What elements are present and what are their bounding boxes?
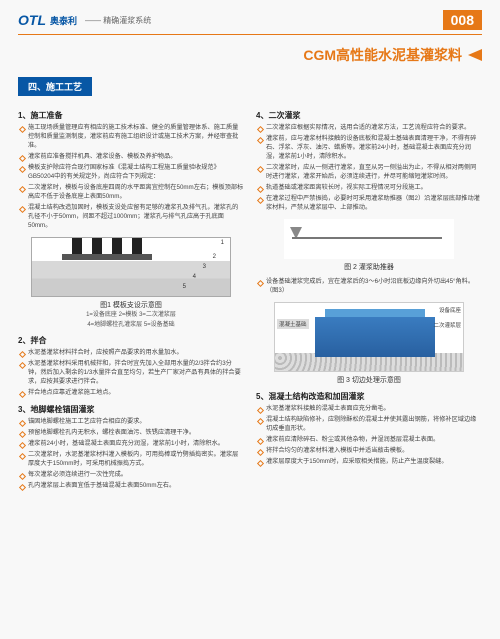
heading-4: 4、二次灌浆 [256,110,482,121]
figure-3: 混凝土基础 设备底座 二次灌浆层 图 3 切边处理示意图 [256,302,482,385]
figure-2-diagram [284,219,454,259]
figure-1-legend-1: 1=设备底座 2=模板 3=二次灌浆层 [18,312,244,320]
figure-3-diagram: 混凝土基础 设备底座 二次灌浆层 [274,302,464,372]
section-label: 四、施工工艺 [18,77,92,96]
heading-2: 2、拌合 [18,335,244,346]
figure-3-caption: 图 3 切边处理示意图 [256,375,482,385]
header-divider [18,34,482,35]
figure-3-label-top: 设备底座 [439,306,461,314]
title-arrow-icon [468,49,482,61]
list-item: 锚固地脚螺栓施工工艺应符合相应的要求。 [18,418,244,427]
heading-5: 5、混凝土结构改造和加固灌浆 [256,391,482,402]
list-1: 施工现场质量管理应有相应的施工技术标准、健全的质量管理体系、施工质量控制和质量监… [18,124,244,231]
list-item: 灌浆前应准备搅拌机具、灌浆设备、模板及养护物品。 [18,153,244,162]
page-number: 008 [443,10,482,30]
figure-3-label-left: 混凝土基础 [277,319,309,329]
list-item: 孔内灌浆层上表面宜低于基础混凝土表面50mm左右。 [18,482,244,491]
figure-2-caption: 图 2 灌浆助推器 [256,262,482,272]
page-header: OTL 奥泰利 —— 精确灌浆系统 008 [0,0,500,34]
list-item: 设备基础灌浆完成后，宜在灌浆后的3～6小时沿底板边缘向外切出45°角料。（图3） [256,278,482,296]
content: 1、施工准备 施工现场质量管理应有相应的施工技术标准、健全的质量管理体系、施工质… [0,104,500,493]
list-item: 在灌浆过程中严禁振捣，必要时可采用灌浆助推器（图2）沿灌浆层底部推动灌浆材料，严… [256,195,482,213]
list-item: 灌浆前24小时，基础混凝土表面应充分润湿，灌浆前1小时，清除积水。 [18,440,244,449]
list-3: 锚固地脚螺栓施工工艺应符合相应的要求。 预留地脚螺栓孔内无积水，螺栓表面油污、铁… [18,418,244,491]
list-item: 混凝土结构改造加固时，模板支设处应留有足够的灌浆孔及排气孔，灌浆孔的孔径不小于5… [18,204,244,231]
logo-text: 奥泰利 [50,14,77,27]
figure-1-caption: 图1 模板支设示意图 [18,300,244,310]
list-item: 二次灌浆应根据实际情况，选用合适的灌浆方法，工艺流程应符合的要求。 [256,124,482,133]
right-column: 4、二次灌浆 二次灌浆应根据实际情况，选用合适的灌浆方法，工艺流程应符合的要求。… [256,104,482,493]
figure-3-label-right: 二次灌浆层 [433,321,461,329]
list-5: 水泥基灌浆料接触的混凝土表面应充分凿毛。 混凝土结构缺陷修补，应剔除酥松的混凝土… [256,405,482,467]
list-item: 施工现场质量管理应有相应的施工技术标准、健全的质量管理体系、施工质量控制和质量监… [18,124,244,151]
list-item: 二次灌浆时，模板与设备底座四周的水平距离宜控制在50mm左右；模板顶部标高应不低… [18,184,244,202]
list-item: 二次灌浆时，水泥基灌浆材料灌入模板内，可用捣棒或竹劈插捣密实。灌浆层厚度大于15… [18,451,244,469]
list-item: 二次灌浆时，应从一侧进行灌浆，直至从另一侧溢出为止，不得从相对两侧同时进行灌浆，… [256,164,482,182]
figure-1: 1 2 3 4 5 图1 模板支设示意图 1=设备底座 2=模板 3=二次灌浆层… [18,237,244,330]
logo-mark: OTL [18,12,46,28]
logo: OTL 奥泰利 —— 精确灌浆系统 [18,12,151,28]
logo-sub: —— 精确灌浆系统 [85,15,151,26]
heading-3: 3、地脚螺栓锚固灌浆 [18,404,244,415]
list-item: 灌浆层厚度大于150mm时，应采取相关措施，防止产生温度裂缝。 [256,458,482,467]
list-item: 水泥基灌浆材料采用机械拌和，拌合时宜先加入全部用水量的2/3拌合约3分钟，然后加… [18,360,244,387]
list-4: 二次灌浆应根据实际情况，选用合适的灌浆方法，工艺流程应符合的要求。 灌浆前，应与… [256,124,482,213]
list-item: 水泥基灌浆材料拌合时，应按照产品要求的用水量加水。 [18,349,244,358]
list-item: 灌浆前，应与灌浆材料接触的设备底板和混凝土基础表面清理干净，不得有碎石、浮浆、浮… [256,135,482,162]
list-4b: 设备基础灌浆完成后，宜在灌浆后的3～6小时沿底板边缘向外切出45°角料。（图3） [256,278,482,296]
figure-1-diagram: 1 2 3 4 5 [31,237,231,297]
title-row: CGM高性能水泥基灌浆料 [0,45,500,73]
list-item: 预留地脚螺栓孔内无积水，螺栓表面油污、铁锈应清理干净。 [18,429,244,438]
list-item: 灌浆前应清除碎石、粉尘或其他杂物，并湿润基层混凝土表面。 [256,436,482,445]
heading-1: 1、施工准备 [18,110,244,121]
list-item: 拌合地点应靠近灌浆施工地点。 [18,389,244,398]
list-item: 将拌合均匀的灌浆材料灌入模板中并适当敲击模板。 [256,447,482,456]
figure-1-legend-2: 4=地脚螺栓孔灌浆层 5=设备基础 [18,322,244,330]
figure-2: 图 2 灌浆助推器 [256,219,482,272]
main-title: CGM高性能水泥基灌浆料 [303,45,462,65]
left-column: 1、施工准备 施工现场质量管理应有相应的施工技术标准、健全的质量管理体系、施工质… [18,104,244,493]
list-item: 混凝土结构缺陷修补，应剔除酥松的混凝土并使其露出钢筋，将修补区域边缘切成垂直形状… [256,416,482,434]
list-item: 水泥基灌浆料接触的混凝土表面应充分凿毛。 [256,405,482,414]
list-item: 轨道基础或灌浆距离较长时，视实际工程情况可分段施工。 [256,184,482,193]
list-2: 水泥基灌浆材料拌合时，应按照产品要求的用水量加水。 水泥基灌浆材料采用机械拌和，… [18,349,244,398]
list-item: 每次灌浆必须连续进行一次性完成。 [18,471,244,480]
list-item: 模板支护除应符合现行国家标准《混凝土结构工程施工质量验收规范》GB50204中的… [18,164,244,182]
